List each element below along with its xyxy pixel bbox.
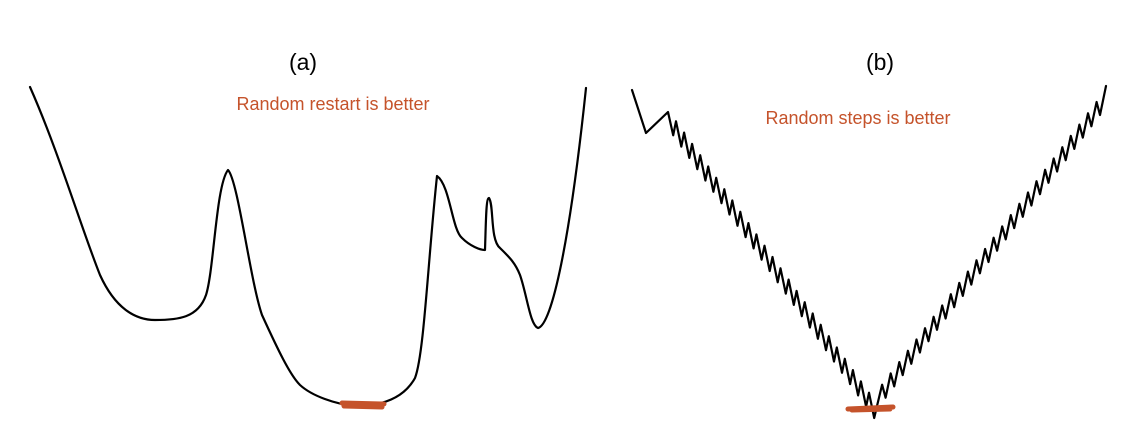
panel-a: (a) Random restart is better [28,49,588,410]
panel-b-label: (b) [866,49,894,75]
panel-a-annotation: Random restart is better [236,94,429,114]
panel-b-landscape-curve [630,84,1108,420]
panel-b: (b) Random steps is better [630,49,1108,420]
panel-a-landscape-curve [28,85,588,408]
panel-b-minimum-marker [845,404,896,413]
panel-b-annotation: Random steps is better [765,108,950,128]
panel-a-minimum-marker [339,400,387,410]
panel-a-label: (a) [289,49,317,75]
